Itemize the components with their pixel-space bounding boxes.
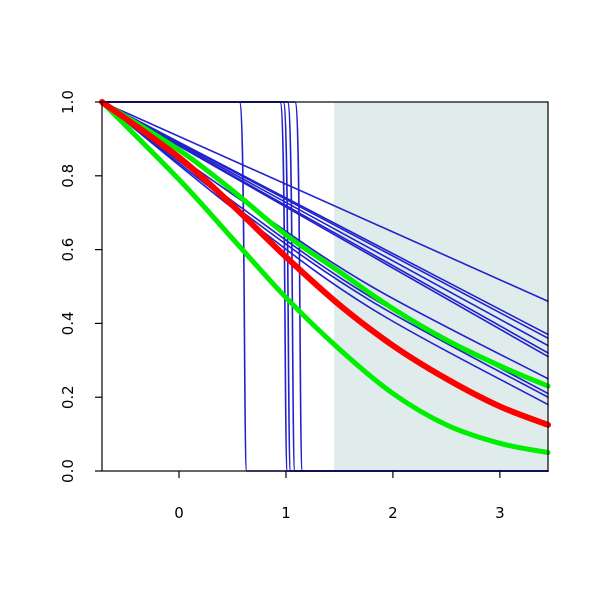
blue-curve-4 (101, 101, 549, 347)
y-tick-label: 0.4 (59, 311, 77, 335)
blue-curve-3 (101, 101, 549, 339)
y-tick-label: 1.0 (59, 90, 77, 114)
step-curve-5 (101, 101, 549, 472)
y-tick-label: 0.6 (59, 238, 77, 262)
step-curve-2 (101, 101, 549, 472)
x-tick-label: 3 (495, 504, 505, 522)
y-tick-label: 0.8 (59, 164, 77, 188)
x-tick-label: 0 (174, 504, 184, 522)
red-curve (99, 99, 551, 428)
y-tick-label: 0.2 (59, 385, 77, 409)
plot-frame (101, 101, 549, 472)
blue-curve-10 (101, 101, 549, 398)
y-tick-label: 0.0 (59, 459, 77, 483)
blue-curve-6 (101, 101, 549, 358)
green-curve-2 (99, 99, 551, 456)
step-curve-1 (101, 101, 549, 472)
step-curve-4 (101, 101, 549, 472)
blue-curve-1 (101, 101, 549, 303)
green-curve-1 (99, 99, 551, 389)
step-curve-3 (101, 101, 549, 472)
blue-curve-9 (101, 101, 549, 406)
x-tick-label: 1 (281, 504, 291, 522)
x-tick-label: 2 (388, 504, 398, 522)
